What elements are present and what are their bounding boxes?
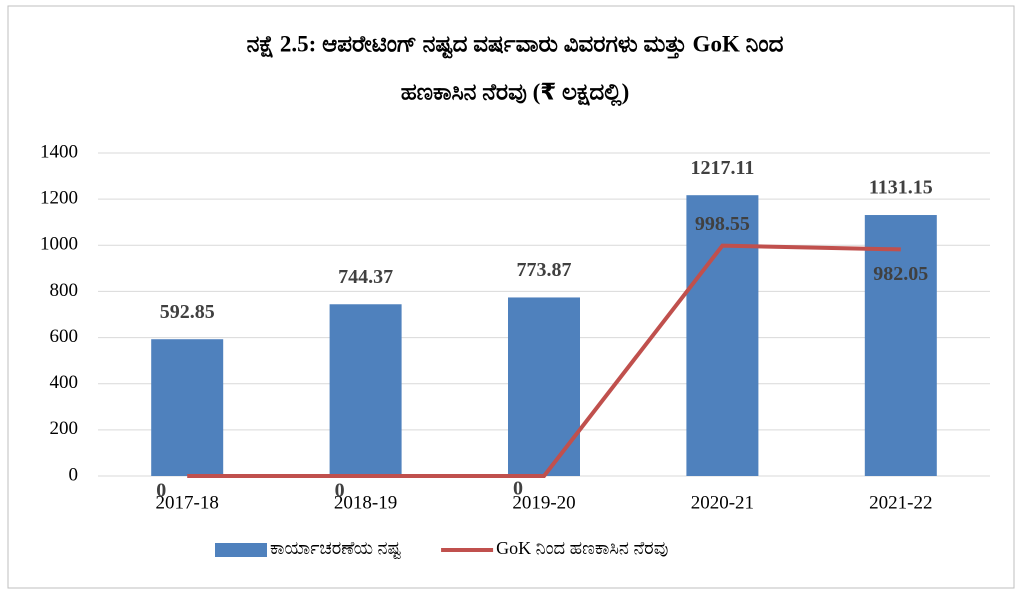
legend-swatch [215,543,267,557]
x-tick-label: 2019-20 [512,492,575,513]
chart-title: ನಕ್ಷೆ 2.5: ಆಪರೇಟಿಂಗ್ ನಷ್ಟದ ವರ್ಷವಾರು ವಿವರ… [247,31,784,59]
y-tick-label: 600 [50,326,79,347]
bar [864,215,937,477]
data-label: 744.37 [338,266,393,288]
x-tick-label: 2021-22 [869,492,932,513]
data-label: 982.05 [873,263,928,285]
y-tick-label: 1000 [40,234,78,255]
y-tick-label: 800 [50,280,79,301]
data-label: 592.85 [160,301,215,323]
bar [686,195,759,476]
legend-label: GoK ನಿಂದ ಹಣಕಾಸಿನ ನೆರವು [496,538,668,558]
data-label: 0 [156,480,166,502]
data-label: 998.55 [695,213,750,235]
chart-title: ಹಣಕಾಸಿನ ನೆರವು (₹ ಲಕ್ಷದಲ್ಲಿ) [401,79,630,106]
chart-frame [7,5,1015,589]
bar [508,297,580,476]
data-label: 0 [335,480,345,502]
y-tick-label: 400 [50,372,79,393]
bar [151,339,224,476]
line [187,243,901,478]
data-label: 1217.11 [690,157,754,179]
x-tick-label: 2020-21 [691,492,754,513]
data-label: 773.87 [517,259,572,281]
y-tick-label: 200 [50,418,79,439]
data-label: 0 [513,478,523,500]
data-label: 1131.15 [869,177,933,199]
y-tick-label: 1200 [40,188,78,209]
y-tick-label: 1400 [40,141,78,162]
x-tick-label: 2018-19 [334,492,397,513]
bar [329,304,402,476]
y-tick-label: 0 [69,464,79,485]
x-tick-label: 2017-18 [156,492,219,513]
legend-label: ಕಾರ್ಯಾಚರಣೆಯ ನಷ್ಟ [270,538,401,559]
